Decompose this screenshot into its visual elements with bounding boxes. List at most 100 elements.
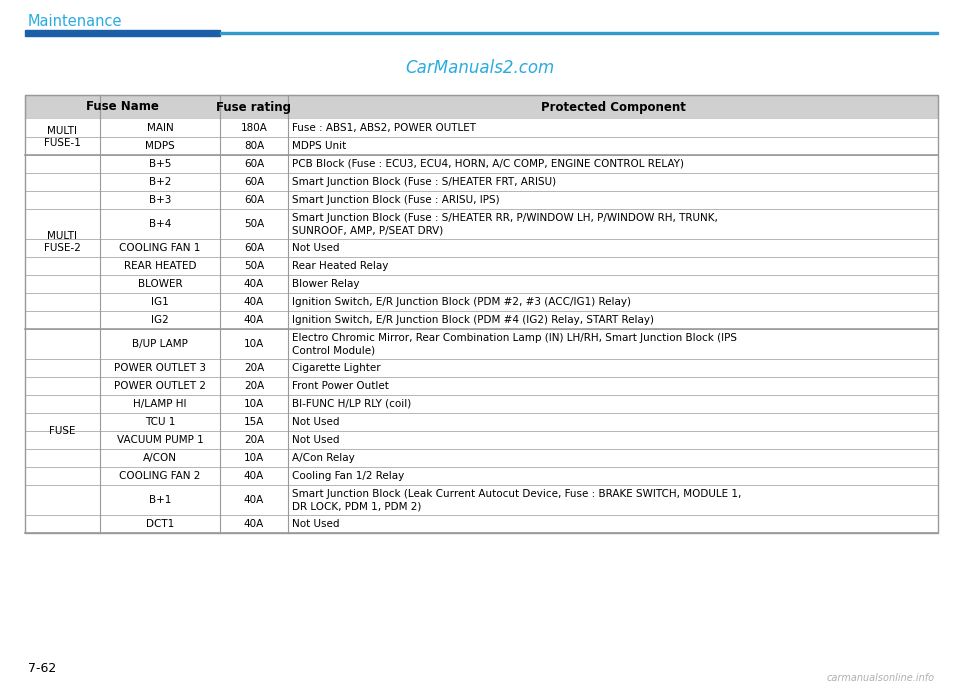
Bar — [100, 329, 220, 359]
Text: H/LAMP HI: H/LAMP HI — [133, 399, 187, 409]
Bar — [288, 485, 938, 515]
Bar — [220, 32, 938, 34]
Text: Front Power Outlet: Front Power Outlet — [292, 381, 389, 391]
Bar — [288, 449, 938, 467]
Bar — [220, 329, 288, 359]
Bar — [220, 413, 288, 431]
Text: 80A: 80A — [244, 141, 264, 151]
Bar — [100, 515, 220, 533]
Bar — [100, 377, 220, 395]
Text: 180A: 180A — [241, 123, 268, 133]
Text: 60A: 60A — [244, 195, 264, 205]
Bar — [100, 137, 220, 155]
Bar — [220, 173, 288, 191]
Bar — [220, 119, 288, 137]
Bar — [100, 467, 220, 485]
Text: Electro Chromic Mirror, Rear Combination Lamp (IN) LH/RH, Smart Junction Block (: Electro Chromic Mirror, Rear Combination… — [292, 333, 737, 356]
Text: Smart Junction Block (Leak Current Autocut Device, Fuse : BRAKE SWITCH, MODULE 1: Smart Junction Block (Leak Current Autoc… — [292, 489, 741, 511]
Text: 40A: 40A — [244, 279, 264, 289]
Text: TCU 1: TCU 1 — [145, 417, 175, 427]
Bar — [100, 275, 220, 293]
Bar — [25, 275, 100, 293]
Bar — [220, 311, 288, 329]
Text: 10A: 10A — [244, 399, 264, 409]
Text: 20A: 20A — [244, 363, 264, 373]
Bar — [100, 395, 220, 413]
Bar — [288, 377, 938, 395]
Text: POWER OUTLET 3: POWER OUTLET 3 — [114, 363, 206, 373]
Bar — [25, 449, 100, 467]
Bar — [220, 467, 288, 485]
Text: 40A: 40A — [244, 495, 264, 505]
Bar — [288, 173, 938, 191]
Text: Rear Heated Relay: Rear Heated Relay — [292, 261, 389, 271]
Text: Not Used: Not Used — [292, 243, 340, 253]
Text: B+2: B+2 — [149, 177, 171, 187]
Bar — [288, 137, 938, 155]
Text: A/CON: A/CON — [143, 453, 177, 463]
Bar — [288, 395, 938, 413]
Bar — [220, 377, 288, 395]
Text: 60A: 60A — [244, 243, 264, 253]
Bar — [288, 119, 938, 137]
Text: VACUUM PUMP 1: VACUUM PUMP 1 — [116, 435, 204, 445]
Text: BLOWER: BLOWER — [137, 279, 182, 289]
Bar — [288, 191, 938, 209]
Text: 10A: 10A — [244, 453, 264, 463]
Bar — [100, 311, 220, 329]
Bar — [25, 329, 100, 533]
Text: Ignition Switch, E/R Junction Block (PDM #2, #3 (ACC/IG1) Relay): Ignition Switch, E/R Junction Block (PDM… — [292, 297, 631, 307]
Bar — [100, 239, 220, 257]
Bar — [220, 485, 288, 515]
Text: MAIN: MAIN — [147, 123, 174, 133]
Text: Protected Component: Protected Component — [540, 101, 685, 114]
Bar — [220, 359, 288, 377]
Bar — [25, 239, 100, 257]
Bar — [100, 293, 220, 311]
Bar — [25, 191, 100, 209]
Text: Blower Relay: Blower Relay — [292, 279, 359, 289]
Text: Smart Junction Block (Fuse : S/HEATER FRT, ARISU): Smart Junction Block (Fuse : S/HEATER FR… — [292, 177, 556, 187]
Bar — [25, 95, 938, 533]
Bar — [25, 95, 938, 119]
Text: CarManuals2.com: CarManuals2.com — [405, 59, 555, 77]
Text: 50A: 50A — [244, 261, 264, 271]
Bar — [25, 137, 100, 155]
Bar — [25, 377, 100, 395]
Text: 40A: 40A — [244, 471, 264, 481]
Text: 60A: 60A — [244, 177, 264, 187]
Text: Smart Junction Block (Fuse : ARISU, IPS): Smart Junction Block (Fuse : ARISU, IPS) — [292, 195, 499, 205]
Text: DCT1: DCT1 — [146, 519, 174, 529]
Text: B+1: B+1 — [149, 495, 171, 505]
Bar — [25, 467, 100, 485]
Bar — [288, 155, 938, 173]
Bar — [25, 119, 100, 137]
Text: carmanualsonline.info: carmanualsonline.info — [827, 673, 935, 683]
Bar — [288, 329, 938, 359]
Bar — [100, 257, 220, 275]
Bar — [100, 191, 220, 209]
Bar — [288, 413, 938, 431]
Text: MULTI
FUSE-1: MULTI FUSE-1 — [44, 126, 81, 148]
Bar — [220, 431, 288, 449]
Text: Fuse rating: Fuse rating — [217, 101, 292, 114]
Bar — [25, 329, 100, 359]
Bar — [220, 209, 288, 239]
Bar — [25, 431, 100, 449]
Text: Not Used: Not Used — [292, 417, 340, 427]
Text: PCB Block (Fuse : ECU3, ECU4, HORN, A/C COMP, ENGINE CONTROL RELAY): PCB Block (Fuse : ECU3, ECU4, HORN, A/C … — [292, 159, 684, 169]
Bar — [100, 413, 220, 431]
Bar — [288, 257, 938, 275]
Text: Fuse Name: Fuse Name — [86, 101, 159, 114]
Text: 10A: 10A — [244, 339, 264, 349]
Bar — [25, 209, 100, 239]
Bar — [100, 485, 220, 515]
Text: COOLING FAN 1: COOLING FAN 1 — [119, 243, 201, 253]
Text: Not Used: Not Used — [292, 435, 340, 445]
Bar — [220, 275, 288, 293]
Text: BI-FUNC H/LP RLY (coil): BI-FUNC H/LP RLY (coil) — [292, 399, 411, 409]
Text: 60A: 60A — [244, 159, 264, 169]
Bar — [288, 275, 938, 293]
Text: Smart Junction Block (Fuse : S/HEATER RR, P/WINDOW LH, P/WINDOW RH, TRUNK,
SUNRO: Smart Junction Block (Fuse : S/HEATER RR… — [292, 213, 718, 236]
Bar — [25, 119, 100, 155]
